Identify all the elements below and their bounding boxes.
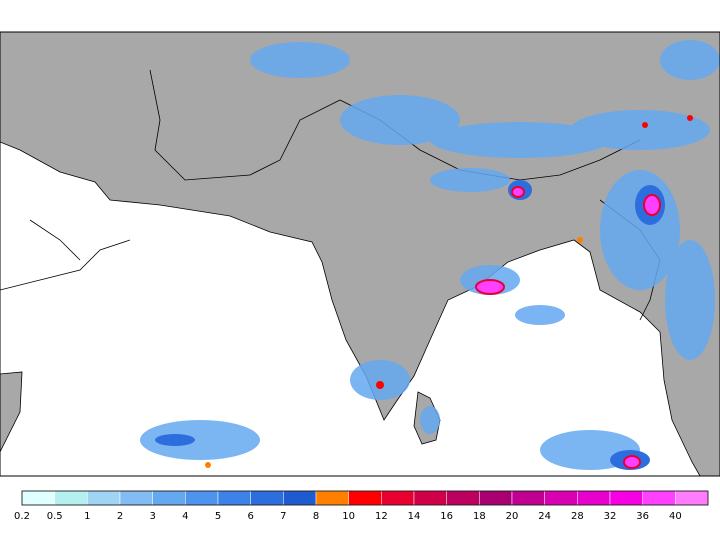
colorbar-swatch: [479, 490, 513, 506]
colorbar-swatch: [152, 490, 186, 506]
colorbar-label: 1: [84, 511, 90, 522]
colorbar-swatch: [511, 490, 545, 506]
malay-peninsula: [664, 340, 720, 476]
colorbar-label: 3: [149, 511, 155, 522]
colorbar-swatch: [446, 490, 480, 506]
colorbar-label: 0.2: [14, 511, 30, 522]
colorbar-label: 18: [473, 511, 486, 522]
colorbar-label: 36: [636, 511, 649, 522]
colorbar-swatch: [217, 490, 251, 506]
colorbar-label: 6: [247, 511, 253, 522]
colorbar-label: 40: [669, 511, 682, 522]
colorbar-swatch: [87, 490, 121, 506]
colorbar-label: 2: [117, 511, 123, 522]
colorbar-swatch: [544, 490, 578, 506]
colorbar-swatch: [283, 490, 317, 506]
colorbar-swatch: [609, 490, 643, 506]
colorbar-label: 0.5: [47, 511, 63, 522]
colorbar-label: 32: [604, 511, 617, 522]
colorbar-label: 28: [571, 511, 584, 522]
colorbar-label: 24: [538, 511, 551, 522]
colorbar-label: 10: [342, 511, 355, 522]
africa-horn: [0, 372, 22, 452]
colorbar-swatch: [675, 490, 709, 506]
colorbar-swatch: [250, 490, 284, 506]
colorbar-label: 16: [440, 511, 453, 522]
colorbar-swatch: [577, 490, 611, 506]
colorbar-label: 20: [506, 511, 519, 522]
colorbar-label: 5: [215, 511, 221, 522]
colorbar: 0.2 0.5 1 2 3 4 5 6 7 8 10 12 14 16 18 20 24 28 32 36 40: [14, 490, 709, 522]
colorbar-swatch: [54, 490, 88, 506]
colorbar-swatch: [642, 490, 676, 506]
map: [0, 32, 720, 476]
colorbar-outline: [21, 490, 709, 506]
colorbar-swatch: [21, 490, 55, 506]
colorbar-swatch: [413, 490, 447, 506]
colorbar-swatch: [119, 490, 153, 506]
precipitation: [140, 40, 720, 470]
colorbar-swatch: [348, 490, 382, 506]
colorbar-label: 4: [182, 511, 188, 522]
colorbar-label: 12: [375, 511, 388, 522]
colorbar-swatch: [381, 490, 415, 506]
colorbar-swatch: [185, 490, 219, 506]
colorbar-label: 7: [280, 511, 286, 522]
colorbar-swatch: [315, 490, 349, 506]
colorbar-label: 14: [408, 511, 421, 522]
colorbar-label: 8: [313, 511, 319, 522]
sea: [0, 142, 700, 476]
map-frame: [0, 31, 720, 477]
